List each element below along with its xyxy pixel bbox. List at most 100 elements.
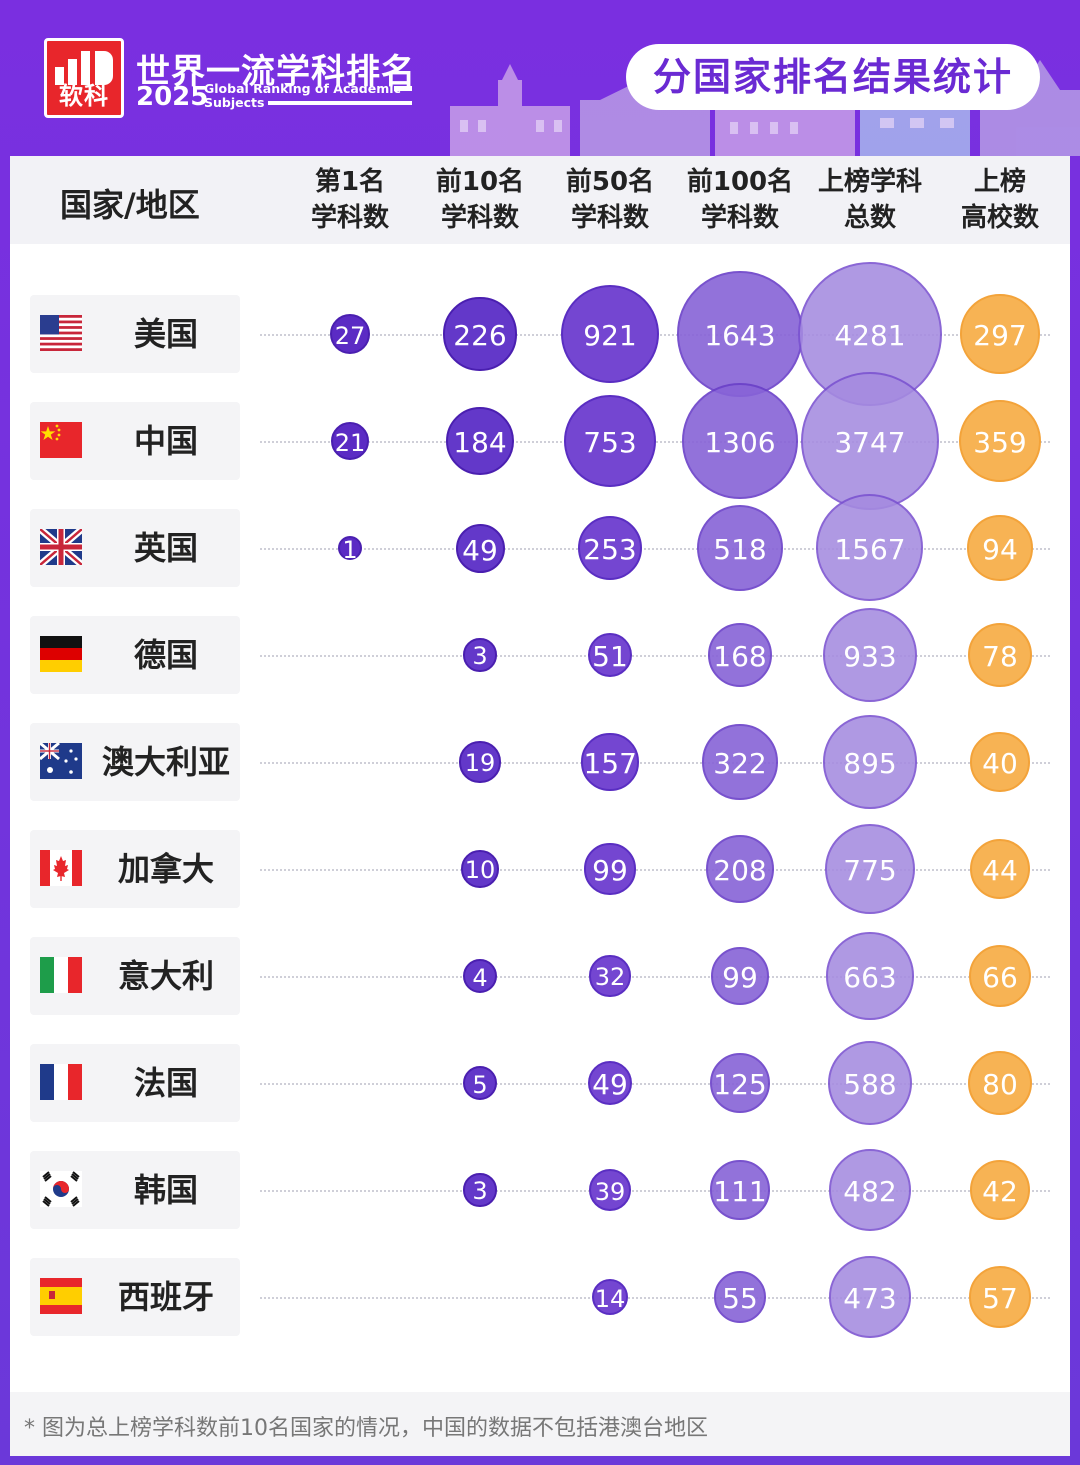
header-col-line2: 学科数 <box>310 203 389 233</box>
header-col-line1: 上榜 <box>973 167 1026 197</box>
value-bubble: 1643 <box>677 271 803 397</box>
country-label: 韩国 <box>30 1151 240 1229</box>
country-name: 中国 <box>133 422 198 460</box>
header-col-6: 上榜 高校数 <box>940 164 1060 236</box>
country-name: 澳大利亚 <box>101 743 230 781</box>
header-country: 国家/地区 <box>60 186 200 224</box>
value-bubble: 3747 <box>800 371 940 511</box>
value-bubble: 57 <box>969 1266 1031 1328</box>
value-bubble: 80 <box>967 1050 1033 1116</box>
brand-accent-bar <box>394 86 412 91</box>
header-col-line1: 前10名 <box>435 167 525 197</box>
header-col-line2: 学科数 <box>440 203 519 233</box>
section-title-pill: 分国家排名结果统计 <box>626 44 1040 110</box>
header-col-2: 前10名学科数 <box>420 164 540 236</box>
value-bubble: 10 <box>461 850 499 888</box>
country-label: 意大利 <box>30 937 240 1015</box>
country-label: 英国 <box>30 509 240 587</box>
country-label: 德国 <box>30 616 240 694</box>
table-header: 国家/地区 第1名 学科数 前10名 学科数 前50名 学科数 前100名 学科数 上榜学科 总数… <box>10 156 1070 244</box>
country-label: 西班牙 <box>30 1258 240 1336</box>
value-bubble: 168 <box>707 622 773 688</box>
footnote: * 图为总上榜学科数前10名国家的情况，中国的数据不包括港澳台地区 <box>10 1392 1070 1456</box>
value-bubble: 921 <box>560 284 660 384</box>
value-bubble: 78 <box>968 623 1032 687</box>
value-bubble: 27 <box>329 313 371 355</box>
header-col-3: 前50名 学科数 <box>550 164 670 236</box>
value-bubble: 44 <box>970 839 1030 899</box>
value-bubble: 253 <box>577 515 643 581</box>
country-name: 德国 <box>133 636 198 674</box>
value-bubble: 14 <box>591 1278 629 1316</box>
header-col-line1: 前100名 <box>686 167 794 197</box>
logo-text: 软科 <box>59 82 109 110</box>
value-bubble: 1 <box>338 536 362 562</box>
value-bubble: 19 <box>459 741 501 783</box>
country-name: 美国 <box>133 315 198 353</box>
china-flag-icon <box>40 422 82 458</box>
value-bubble: 663 <box>826 932 914 1020</box>
country-name: 法国 <box>133 1064 198 1102</box>
logo-bars-icon <box>55 51 115 85</box>
value-bubble: 482 <box>829 1149 911 1231</box>
value-bubble: 55 <box>713 1270 767 1324</box>
country-name: 意大利 <box>117 957 214 995</box>
header-col-line1: 上榜学科 <box>817 167 922 197</box>
germany-flag-icon <box>40 636 82 672</box>
header-col-line1: 第1名 <box>314 167 386 197</box>
ranking-table: 国家/地区 第1名 学科数 前10名 学科数 前50名 学科数 前100名 学科数 上榜学科 总数… <box>10 156 1070 1456</box>
value-bubble: 473 <box>829 1256 911 1338</box>
value-bubble: 933 <box>823 608 917 702</box>
brand-subtitle-line1: Global Ranking of Academic <box>204 81 401 96</box>
value-bubble: 3 <box>463 1173 497 1207</box>
country-name: 西班牙 <box>117 1278 214 1316</box>
value-bubble: 40 <box>970 732 1030 792</box>
value-bubble: 125 <box>709 1052 771 1114</box>
header-col-5: 上榜学科 总数 <box>810 164 930 236</box>
value-bubble: 4 <box>463 959 497 993</box>
header-col-4: 前100名 学科数 <box>680 164 800 236</box>
country-name: 加拿大 <box>117 850 214 888</box>
header-col-line2: 高校数 <box>960 203 1039 233</box>
brand-year: 2025 <box>136 82 209 112</box>
header-banner: 软科 世界一流学科排名 2025 Global Ranking of Acade… <box>0 0 1080 156</box>
footnote-text: * 图为总上榜学科数前10名国家的情况，中国的数据不包括港澳台地区 <box>24 1416 708 1441</box>
value-bubble: 157 <box>581 733 639 791</box>
value-bubble: 21 <box>330 421 370 461</box>
row-guide-line <box>260 1297 1050 1299</box>
row-guide-line <box>260 1190 1050 1192</box>
value-bubble: 42 <box>970 1160 1030 1220</box>
brand-subtitle-line2: Subjects <box>204 95 265 110</box>
brand-underline <box>268 101 412 105</box>
row-guide-line <box>260 762 1050 764</box>
brand-logo: 软科 <box>44 38 124 118</box>
korea-flag-icon <box>40 1171 82 1207</box>
header-col-1: 第1名学科数 <box>290 164 410 236</box>
value-bubble: 322 <box>702 724 778 800</box>
row-guide-line <box>260 976 1050 978</box>
country-label: 澳大利亚 <box>30 723 240 801</box>
country-label: 美国 <box>30 295 240 373</box>
country-name: 英国 <box>133 529 198 567</box>
value-bubble: 51 <box>587 632 633 678</box>
value-bubble: 32 <box>589 955 631 997</box>
value-bubble: 1306 <box>682 383 798 499</box>
canada-flag-icon <box>40 850 82 886</box>
us-flag-icon <box>40 315 82 351</box>
country-name: 韩国 <box>133 1171 198 1209</box>
brand-title: 世界一流学科排名 <box>136 52 416 92</box>
country-label: 法国 <box>30 1044 240 1122</box>
country-label: 中国 <box>30 402 240 480</box>
row-guide-line <box>260 548 1050 550</box>
value-bubble: 49 <box>587 1060 633 1106</box>
value-bubble: 895 <box>823 715 917 809</box>
row-guide-line <box>260 869 1050 871</box>
france-flag-icon <box>40 1064 82 1100</box>
header-col-line2: 总数 <box>843 203 896 233</box>
country-label: 加拿大 <box>30 830 240 908</box>
value-bubble: 3 <box>463 638 497 672</box>
header-col-line1: 前50名 <box>565 167 655 197</box>
value-bubble: 99 <box>711 947 769 1005</box>
value-bubble: 66 <box>968 944 1032 1008</box>
value-bubble: 297 <box>960 294 1040 374</box>
